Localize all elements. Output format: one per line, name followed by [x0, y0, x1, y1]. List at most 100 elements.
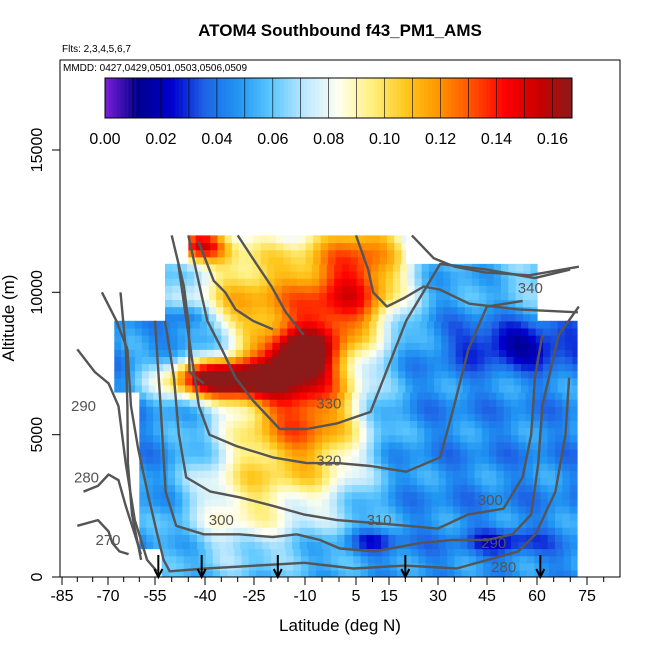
- heatmap-cell: [309, 377, 318, 386]
- heatmap-cell: [146, 463, 154, 471]
- heatmap-cell: [505, 548, 513, 557]
- heatmap-cell: [197, 448, 205, 457]
- colorbar-tick-label: 0.12: [425, 131, 456, 148]
- heatmap-cell: [511, 477, 519, 486]
- heatmap-cell: [134, 327, 143, 336]
- heatmap-cell: [505, 569, 513, 577]
- contour-label: 330: [316, 395, 341, 412]
- heatmap-cell: [299, 505, 308, 514]
- heatmap-cell: [409, 505, 418, 514]
- heatmap-cell: [417, 456, 425, 464]
- heatmap-cell: [518, 498, 527, 507]
- heatmap-cell: [402, 534, 411, 543]
- x-tick-label: 5: [352, 588, 361, 605]
- heatmap-cell: [547, 399, 556, 407]
- heatmap-cell: [506, 327, 515, 336]
- heatmap-cell: [412, 384, 421, 393]
- heatmap-cell: [426, 370, 435, 379]
- heatmap-cell: [467, 512, 476, 521]
- heatmap-cell: [230, 292, 239, 301]
- heatmap-cell: [557, 349, 566, 357]
- heatmap-cell: [543, 335, 551, 343]
- heatmap-cell: [148, 335, 157, 343]
- contour-line: [411, 234, 580, 277]
- heatmap-cell: [453, 541, 461, 550]
- heatmap-cell: [533, 434, 541, 443]
- heatmap-cell: [139, 441, 147, 450]
- heatmap-cell: [528, 363, 537, 372]
- heatmap-cell: [344, 520, 353, 528]
- heatmap-cell: [277, 491, 286, 500]
- heatmap-cell: [189, 456, 198, 464]
- heatmap-cell: [528, 320, 537, 329]
- heatmap-cell: [268, 235, 277, 244]
- heatmap-cell: [248, 569, 257, 577]
- heatmap-cell: [197, 505, 205, 514]
- heatmap-cell: [172, 292, 181, 301]
- heatmap-cell: [375, 569, 383, 577]
- heatmap-cell: [409, 427, 418, 436]
- colorbar-swatch: [466, 78, 472, 118]
- heatmap-cell: [493, 292, 502, 301]
- heatmap-cell: [197, 463, 205, 471]
- heatmap-cell: [513, 335, 522, 343]
- heatmap-cell: [201, 263, 210, 272]
- colorbar-tick-label: 0.16: [537, 131, 568, 148]
- heatmap-cell: [179, 306, 188, 315]
- heatmap-cell: [396, 555, 405, 564]
- heatmap-cell: [381, 534, 389, 543]
- heatmap-cell: [235, 335, 244, 343]
- heatmap-cell: [407, 285, 416, 293]
- heatmap-cell: [204, 512, 213, 521]
- heatmap-cell: [470, 356, 478, 365]
- heatmap-cell: [218, 391, 227, 400]
- colorbar-swatch: [400, 78, 406, 118]
- heatmap-cell: [372, 235, 381, 244]
- heatmap-cell: [314, 491, 323, 500]
- heatmap-cell: [515, 263, 524, 272]
- heatmap-cell: [389, 548, 398, 557]
- heatmap-cell: [284, 463, 293, 471]
- heatmap-cell: [197, 456, 205, 464]
- heatmap-cell: [278, 569, 287, 577]
- heatmap-cell: [274, 278, 283, 286]
- heatmap-cell: [244, 270, 253, 279]
- heatmap-cell: [165, 263, 173, 272]
- heatmap-cell: [569, 420, 578, 429]
- heatmap-cell: [345, 569, 354, 577]
- heatmap-cell: [505, 555, 513, 564]
- heatmap-cell: [438, 406, 447, 414]
- heatmap-cell: [450, 285, 459, 293]
- heatmap-cell: [501, 278, 509, 286]
- heatmap-cell: [345, 555, 354, 564]
- heatmap-cell: [235, 370, 244, 379]
- heatmap-cell: [496, 484, 505, 493]
- heatmap-cell: [324, 320, 333, 329]
- heatmap-cell: [426, 356, 435, 365]
- colorbar-swatch: [548, 78, 554, 118]
- heatmap-cell: [322, 470, 331, 478]
- heatmap-cell: [503, 399, 512, 407]
- heatmap-cell: [557, 356, 566, 365]
- heatmap-cell: [350, 235, 359, 244]
- heatmap-cell: [366, 391, 375, 400]
- heatmap-cell: [530, 313, 538, 322]
- heatmap-cell: [479, 263, 487, 272]
- heatmap-cell: [299, 534, 308, 543]
- heatmap-cell: [404, 555, 412, 564]
- heatmap-cell: [556, 548, 565, 557]
- heatmap-cell: [474, 434, 483, 443]
- heatmap-cell: [555, 534, 563, 543]
- heatmap-cell: [378, 313, 387, 322]
- heatmap-cell: [185, 370, 193, 379]
- heatmap-cell: [424, 463, 433, 471]
- heatmap-cell: [332, 363, 341, 372]
- heatmap-cell: [474, 541, 483, 550]
- heatmap-cell: [556, 569, 565, 577]
- heatmap-cell: [216, 270, 224, 279]
- heatmap-cell: [225, 477, 234, 486]
- heatmap-cell: [319, 292, 328, 301]
- heatmap-cell: [445, 470, 454, 478]
- y-axis-label: Altitude (m): [0, 275, 18, 362]
- heatmap-cell: [424, 520, 433, 528]
